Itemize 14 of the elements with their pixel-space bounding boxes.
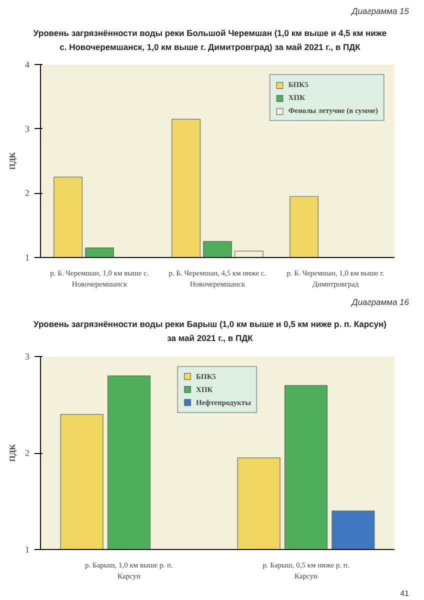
y-tick-label: 1 (25, 544, 30, 554)
y-tick-label: 3 (25, 124, 30, 134)
chart-title: Уровень загрязнённости воды реки Большой Черемшан (1,0 км выше и 4,5 км ниже с. Новочеремшанск, 1,0 км выше г. Димитровград) за май 2021 г., в ПДК (32, 27, 388, 54)
text: Диаграмма 15 (352, 5, 409, 18)
y-tick-label: 1 (25, 252, 30, 263)
y-tick-label: 2 (25, 448, 30, 458)
text: Диаграмма 16 (352, 296, 409, 308)
y-tick-label: 2 (25, 188, 30, 198)
chart-title: Уровень загрязнённости воды реки Барыш (1,0 км выше и 0,5 км ниже р. п. Карсун) за май 2021 г., в ПДК (32, 318, 388, 346)
y-tick-label: 4 (25, 60, 30, 70)
y-axis-title: ПДК (8, 444, 17, 462)
y-axis-title: ПДК (8, 152, 17, 170)
text: 41 (400, 588, 409, 600)
y-tick-label: 3 (25, 351, 30, 362)
